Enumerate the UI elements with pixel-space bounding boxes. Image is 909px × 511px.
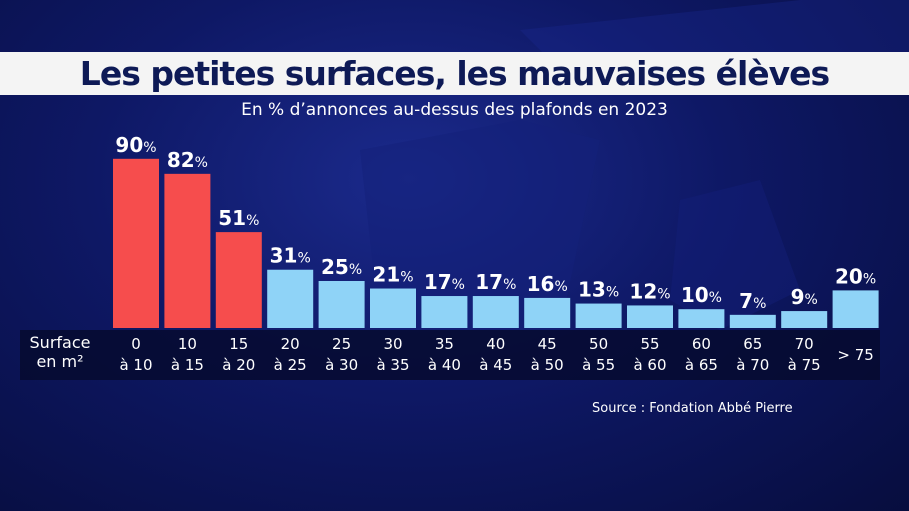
bar-0 [113,158,159,328]
tick-label-top-0: 0 [131,335,141,353]
x-axis-title: Surface en m² [20,333,100,371]
data-label-4: 25% [321,255,362,279]
bar-9 [575,303,622,328]
tick-label-top-11: 60 [692,335,711,353]
tick-label-bottom-11: à 65 [685,356,718,374]
tick-label-bottom-10: à 60 [633,356,666,374]
tick-label-bottom-8: à 50 [531,356,564,374]
bar-14 [832,290,879,328]
tick-label-bottom-7: à 45 [479,356,512,374]
title-bar: Les petites surfaces, les mauvaises élèv… [0,52,909,95]
tick-label-top-14: > 75 [837,346,873,364]
bar-13 [781,311,828,328]
x-axis-title-line1: Surface [29,333,91,352]
bar-12 [729,314,776,328]
chart-title: Les petites surfaces, les mauvaises élèv… [79,54,830,93]
tick-label-bottom-9: à 55 [582,356,615,374]
tick-label-bottom-6: à 40 [428,356,461,374]
tick-label-top-3: 20 [281,335,300,353]
bar-2 [215,232,262,328]
source-note: Source : Fondation Abbé Pierre [592,401,793,416]
data-label-7: 17% [475,270,516,294]
x-axis-band [20,330,880,380]
tick-label-bottom-1: à 15 [171,356,204,374]
tick-label-top-10: 55 [640,335,659,353]
tick-label-top-7: 40 [486,335,505,353]
tick-label-top-5: 30 [383,335,402,353]
tick-label-top-9: 50 [589,335,608,353]
data-label-0: 90% [115,133,156,157]
tick-label-bottom-5: à 35 [376,356,409,374]
tick-label-top-12: 65 [743,335,762,353]
data-label-5: 21% [372,263,413,287]
data-label-12: 7% [739,289,766,313]
tick-label-top-6: 35 [435,335,454,353]
bar-4 [318,281,365,328]
chart-subtitle: En % d’annonces au-dessus des plafonds e… [241,100,668,120]
tick-label-bottom-2: à 20 [222,356,255,374]
data-label-1: 82% [167,148,208,172]
bar-11 [678,309,725,328]
data-label-14: 20% [835,264,876,288]
data-label-2: 51% [218,206,259,230]
bar-6 [421,296,468,328]
tick-label-top-4: 25 [332,335,351,353]
data-label-3: 31% [270,244,311,268]
data-label-13: 9% [791,285,818,309]
data-label-8: 16% [527,272,568,296]
tick-label-top-13: 70 [795,335,814,353]
tick-label-bottom-12: à 70 [736,356,769,374]
tick-label-top-2: 15 [229,335,248,353]
tick-label-bottom-0: à 10 [119,356,152,374]
data-label-11: 10% [681,283,722,307]
data-label-10: 12% [629,279,670,303]
bar-5 [370,288,416,328]
tick-label-bottom-4: à 30 [325,356,358,374]
bar-8 [524,297,571,328]
bar-10 [627,305,673,328]
data-label-9: 13% [578,278,619,302]
bar-3 [267,269,314,328]
data-label-6: 17% [424,270,465,294]
bar-1 [164,173,211,328]
bar-7 [472,296,519,328]
tick-label-top-1: 10 [178,335,197,353]
tick-label-bottom-13: à 75 [788,356,821,374]
x-axis-title-line2: en m² [36,352,84,371]
tick-label-top-8: 45 [538,335,557,353]
tick-label-bottom-3: à 25 [274,356,307,374]
